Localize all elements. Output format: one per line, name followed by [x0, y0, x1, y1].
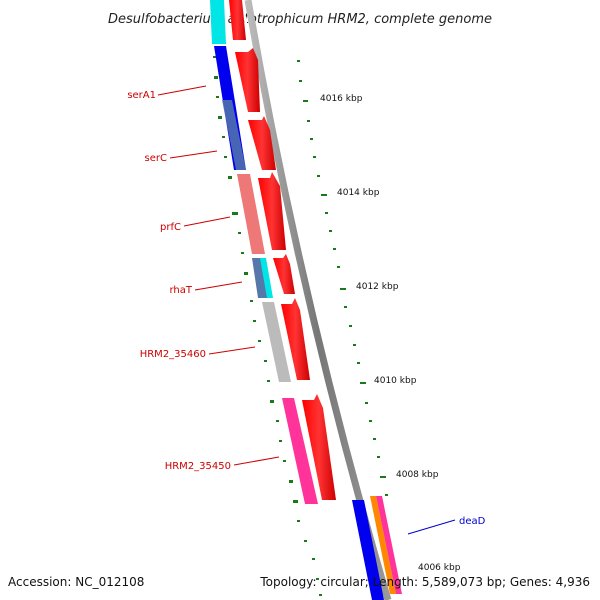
gene-label-rhaT: rhaT	[169, 285, 192, 296]
cog-box-steel-2	[252, 258, 268, 298]
gc-skew-track-outer	[297, 60, 388, 496]
gene-label-prfC: prfC	[160, 222, 181, 233]
tick-label: 4006 kbp	[418, 563, 461, 573]
gene-label-serC: serC	[145, 153, 167, 164]
tick-label: 4014 kbp	[337, 188, 380, 198]
tick-label: 4008 kbp	[396, 470, 439, 480]
gene-label-deaD: deaD	[459, 516, 486, 527]
cds-arrow-HRM2_35450	[302, 394, 336, 500]
cds-arrow-serA1	[235, 48, 260, 112]
cog-box-blue-2	[352, 500, 384, 600]
cog-box-orange	[370, 496, 396, 594]
tick-label: 4012 kbp	[356, 282, 399, 292]
cog-feature-track	[210, 0, 402, 600]
cog-box-pink	[282, 398, 318, 504]
cds-arrow-rhaT	[273, 254, 295, 294]
cds-arrow-top	[229, 0, 246, 40]
cog-box-cyan-top	[210, 0, 226, 44]
gene-label-serA1: serA1	[127, 90, 156, 101]
accession-text: Accession: NC_012108	[8, 575, 144, 589]
tick-label: 4010 kbp	[374, 376, 417, 386]
cog-box-cyan-2	[260, 258, 273, 298]
cog-box-steel	[222, 100, 246, 170]
tick-label: 4016 kbp	[320, 94, 363, 104]
gene-label-HRM2_35460: HRM2_35460	[140, 349, 206, 360]
cog-box-pink-2	[376, 496, 402, 594]
genome-summary-text: Topology: circular; Length: 5,589,073 bp…	[259, 575, 590, 589]
cds-arrow-prfC	[258, 172, 286, 250]
gene-labels: serA1 serC prfC rhaT HRM2_35460 HRM2_354…	[127, 85, 486, 535]
cds-track	[229, 0, 336, 500]
cds-arrow-HRM2_35460	[281, 298, 310, 380]
cog-box-grey	[262, 302, 291, 382]
map-title: Desulfobacterium autotrophicum HRM2, com…	[108, 12, 492, 27]
genome-backbone	[244, 0, 392, 600]
cds-arrow-serC	[248, 116, 276, 170]
gene-label-HRM2_35450: HRM2_35450	[165, 461, 231, 472]
cog-box-salmon	[237, 174, 265, 254]
gc-content-track-inner	[213, 56, 322, 596]
kbp-ticks: 4016 kbp 4014 kbp 4012 kbp 4010 kbp 4008…	[320, 94, 461, 573]
